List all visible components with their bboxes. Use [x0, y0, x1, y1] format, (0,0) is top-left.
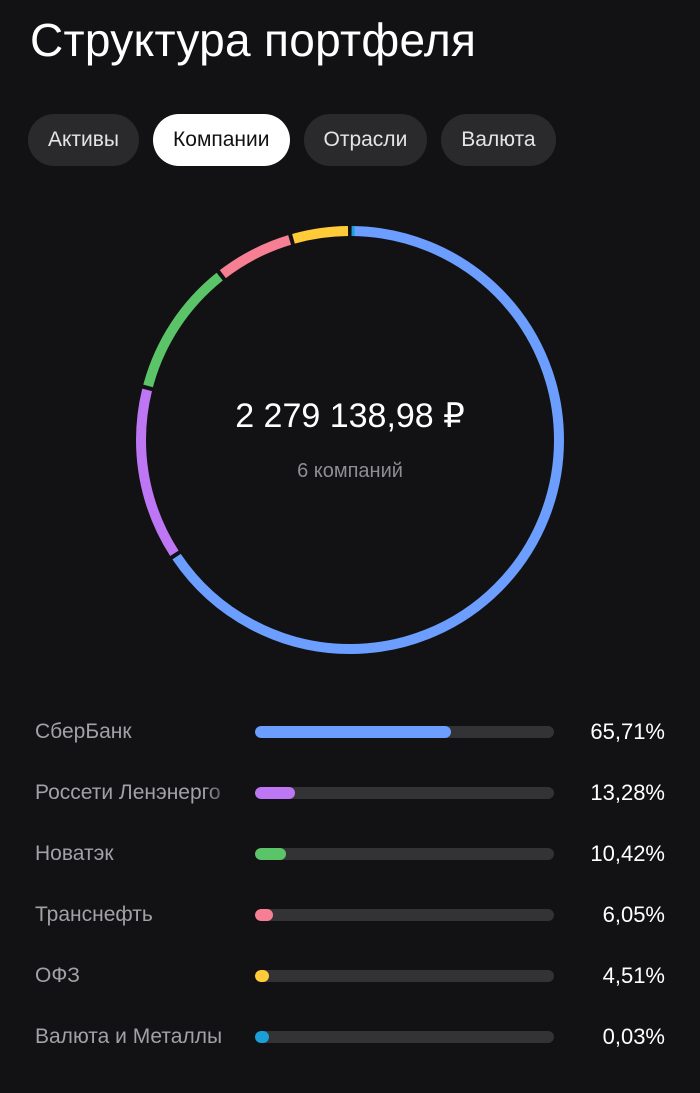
share-bar-fill — [255, 787, 295, 799]
company-name: ОФЗ — [35, 964, 80, 987]
company-name: СберБанк — [35, 720, 132, 743]
share-bar-track — [255, 787, 554, 799]
share-bar-track — [255, 726, 554, 738]
share-bar-fill — [255, 909, 274, 921]
share-bar-track — [255, 909, 554, 921]
donut-segment-0[interactable] — [136, 226, 564, 654]
page-title: Структура портфеля — [30, 14, 477, 66]
company-name: Новатэк — [35, 842, 114, 865]
company-percent: 65,71% — [590, 719, 665, 744]
tab-companies[interactable]: Компании — [153, 114, 290, 166]
company-percent: 0,03% — [602, 1024, 665, 1049]
list-item-currency-metals[interactable]: Валюта и Металлы 0,03% — [0, 1007, 700, 1067]
share-bar-fill — [255, 970, 269, 982]
share-bar-track — [255, 848, 554, 860]
company-percent: 13,28% — [590, 780, 665, 805]
tab-industries[interactable]: Отрасли — [303, 114, 428, 166]
company-name: Валюта и Металлы — [35, 1025, 223, 1048]
company-name: Россети Ленэнерго — [35, 781, 221, 804]
companies-count: 6 компаний — [297, 460, 403, 482]
portfolio-total-value: 2 279 138,98 ₽ — [235, 397, 465, 435]
donut-svg — [136, 226, 564, 654]
list-item-ofz[interactable]: ОФЗ 4,51% — [0, 946, 700, 1006]
share-bar-track — [255, 1031, 554, 1043]
company-name: Транснефть — [35, 903, 153, 926]
tab-assets[interactable]: Активы — [28, 114, 140, 166]
company-percent: 4,51% — [602, 963, 665, 988]
list-item-transneft[interactable]: Транснефть 6,05% — [0, 885, 700, 945]
list-item-sberbank[interactable]: СберБанк 65,71% — [0, 702, 700, 762]
tab-currency[interactable]: Валюта — [441, 114, 556, 166]
donut-center: 2 279 138,98 ₽ 6 компаний — [130, 220, 570, 660]
portfolio-donut-chart[interactable]: 2 279 138,98 ₽ 6 компаний — [130, 220, 570, 660]
tab-bar: Активы Компании Отрасли Валюта — [28, 114, 556, 166]
share-bar-fill — [255, 726, 452, 738]
share-bar-fill — [255, 848, 287, 860]
donut-segment-1[interactable] — [136, 226, 564, 654]
share-bar-track — [255, 970, 554, 982]
share-bar-fill — [255, 1031, 269, 1043]
company-percent: 10,42% — [590, 841, 665, 866]
list-item-rosseti-lenenergo[interactable]: Россети Ленэнерго 13,28% — [0, 763, 700, 823]
company-percent: 6,05% — [602, 902, 665, 927]
list-item-novatek[interactable]: Новатэк 10,42% — [0, 824, 700, 884]
